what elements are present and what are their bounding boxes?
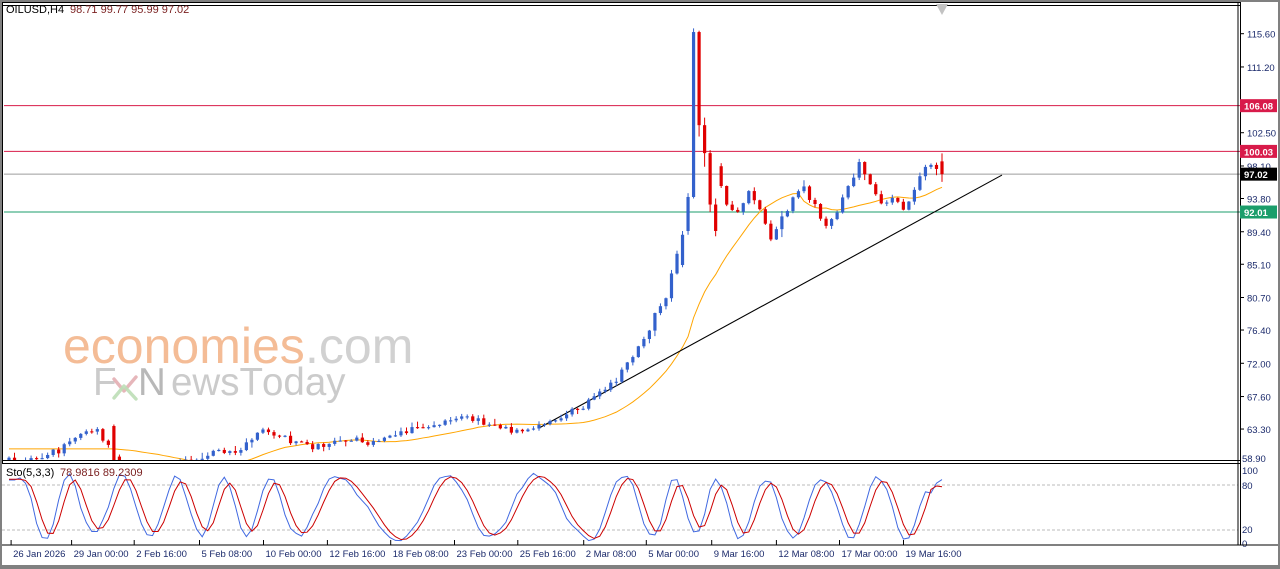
svg-text:58.90: 58.90 [1242, 454, 1266, 465]
svg-text:23 Feb 00:00: 23 Feb 00:00 [457, 549, 513, 560]
svg-text:115.60: 115.60 [1247, 30, 1275, 41]
svg-text:98.71 99.77 95.99 97.02: 98.71 99.77 95.99 97.02 [70, 4, 189, 16]
svg-text:25 Feb 16:00: 25 Feb 16:00 [520, 549, 576, 560]
svg-text:N: N [138, 361, 166, 404]
svg-text:78.9816 89.2309: 78.9816 89.2309 [60, 467, 143, 479]
svg-text:10 Feb 00:00: 10 Feb 00:00 [266, 549, 322, 560]
svg-text:89.40: 89.40 [1247, 228, 1271, 239]
svg-text:29 Jan 00:00: 29 Jan 00:00 [74, 549, 129, 560]
svg-text:85.10: 85.10 [1247, 260, 1271, 271]
svg-text:100.03: 100.03 [1244, 147, 1273, 158]
svg-text:100: 100 [1242, 466, 1258, 477]
svg-text:63.30: 63.30 [1247, 425, 1271, 436]
svg-text:17 Mar 00:00: 17 Mar 00:00 [842, 549, 898, 560]
svg-text:ewsT: ewsT [171, 361, 263, 404]
svg-text:oday: oday [262, 361, 346, 404]
svg-text:5 Feb 08:00: 5 Feb 08:00 [202, 549, 253, 560]
svg-text:67.60: 67.60 [1247, 393, 1271, 404]
svg-text:80: 80 [1242, 481, 1253, 492]
svg-text:72.00: 72.00 [1247, 359, 1271, 370]
svg-text:2 Feb 16:00: 2 Feb 16:00 [136, 549, 187, 560]
svg-text:26 Jan 2026: 26 Jan 2026 [13, 549, 65, 560]
svg-text:111.20: 111.20 [1247, 63, 1275, 74]
svg-text:9 Mar 16:00: 9 Mar 16:00 [714, 549, 765, 560]
svg-text:92.01: 92.01 [1244, 208, 1268, 219]
svg-text:102.50: 102.50 [1247, 129, 1276, 140]
svg-text:76.40: 76.40 [1247, 326, 1271, 337]
svg-text:80.70: 80.70 [1247, 294, 1271, 305]
svg-text:5 Mar 00:00: 5 Mar 00:00 [648, 549, 699, 560]
svg-text:12 Mar 08:00: 12 Mar 08:00 [778, 549, 834, 560]
svg-text:18 Feb 08:00: 18 Feb 08:00 [393, 549, 449, 560]
svg-text:97.02: 97.02 [1244, 170, 1268, 181]
svg-text:Sto(5,3,3): Sto(5,3,3) [6, 467, 54, 479]
svg-text:OILUSD,H4: OILUSD,H4 [6, 4, 64, 16]
svg-text:12 Feb 16:00: 12 Feb 16:00 [329, 549, 385, 560]
svg-text:20: 20 [1242, 525, 1253, 536]
svg-text:19 Mar 16:00: 19 Mar 16:00 [906, 549, 962, 560]
svg-text:2 Mar 08:00: 2 Mar 08:00 [586, 549, 637, 560]
svg-text:106.08: 106.08 [1244, 102, 1273, 113]
svg-text:93.80: 93.80 [1247, 194, 1271, 205]
